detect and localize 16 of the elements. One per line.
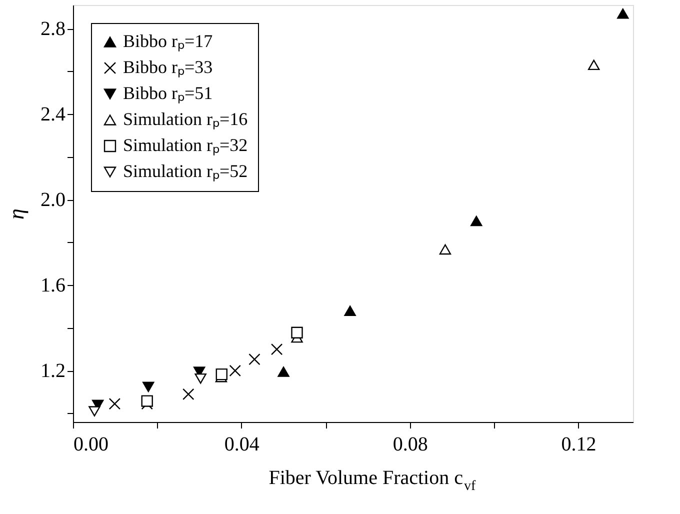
y-tick-label: 2.0 (40, 189, 66, 212)
y-axis-title: η (4, 208, 28, 220)
y-tick-label: 2.8 (40, 18, 66, 40)
y-tick-label: 1.2 (40, 360, 66, 382)
legend-label: Bibbo rₚ=51 (123, 83, 213, 104)
x-tick-label: 0.08 (392, 434, 428, 456)
legend-label: Simulation rₚ=32 (123, 135, 248, 156)
y-tick-label: 1.6 (40, 274, 66, 297)
x-tick-label: 0.04 (224, 434, 260, 456)
x-tick-label: 0.00 (74, 434, 108, 456)
legend-label: Bibbo rₚ=17 (123, 31, 213, 52)
y-tick-label: 2.4 (40, 104, 66, 126)
legend-label: Bibbo rₚ=33 (123, 57, 213, 78)
x-tick-label: 0.12 (561, 434, 596, 456)
legend-label: Simulation rₚ=16 (123, 109, 248, 130)
legend-label: Simulation rₚ=52 (123, 161, 248, 182)
